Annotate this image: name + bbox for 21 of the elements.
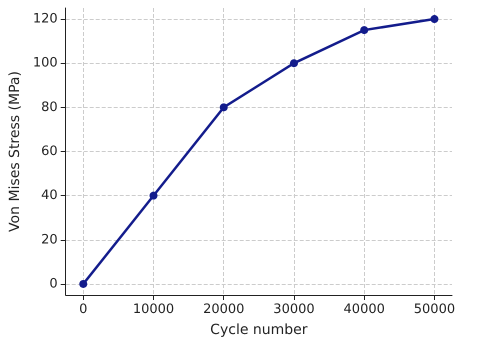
x-tick-label: 40000: [344, 302, 385, 317]
y-tick-label: 40: [41, 188, 58, 204]
point: [360, 26, 368, 34]
point: [79, 280, 88, 288]
point: [290, 59, 298, 68]
y-tick-label: 100: [32, 56, 58, 71]
x-axis-title: Cycle number: [210, 322, 308, 338]
x-tick-label: 30000: [273, 302, 315, 317]
point: [430, 15, 438, 24]
y-tick-label: 60: [41, 144, 58, 159]
x-tick-label: 50000: [414, 302, 456, 317]
y-tick-label: 20: [41, 232, 58, 248]
x-tick-label: 0: [79, 302, 88, 317]
x-tick-label: 10000: [132, 302, 174, 317]
y-tick-label: 120: [32, 12, 58, 27]
y-tick-label: 80: [41, 100, 58, 115]
y-axis-title: Von Mises Stress (MPa): [7, 71, 23, 232]
y-tick-label: 0: [49, 276, 58, 292]
point: [150, 192, 158, 200]
point: [220, 103, 228, 112]
x-tick-label: 20000: [203, 302, 244, 317]
